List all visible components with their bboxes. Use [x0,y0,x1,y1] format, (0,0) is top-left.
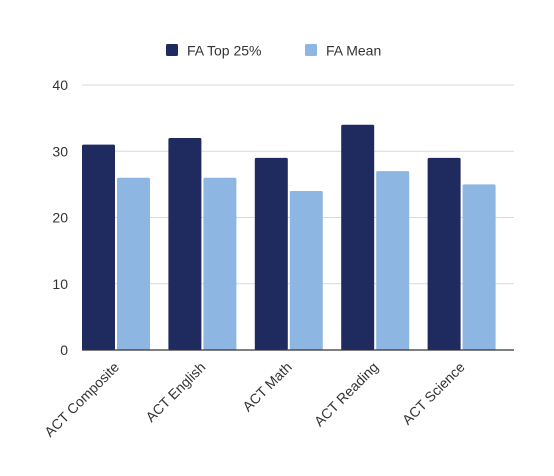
y-tick-label: 10 [52,276,68,292]
legend-label: FA Top 25% [187,43,261,59]
bar-top25 [427,157,461,350]
x-axis: ACT Composite ACT English ACT Math ACT Read… [41,359,468,440]
legend-label: FA Mean [326,43,381,59]
legend-swatch [166,44,178,56]
bar-mean [289,191,323,350]
x-tick-label: ACT Composite [41,359,122,440]
bar-mean [376,171,410,350]
x-tick-label: ACT Science [399,359,468,428]
bar-mean [117,177,150,350]
y-tick-label: 20 [52,210,68,226]
bar-top25 [341,124,375,350]
y-tick-label: 40 [52,77,68,93]
bars [82,124,496,350]
bar-top25 [254,157,288,350]
y-tick-label: 30 [52,143,68,159]
bar-mean [203,177,237,350]
bar-mean [462,184,496,350]
x-tick-label: ACT English [142,359,208,425]
legend: FA Top 25% FA Mean [166,43,381,59]
y-axis: 0 10 20 30 40 [52,77,68,358]
legend-swatch [305,44,317,56]
x-tick-label: ACT Reading [311,359,382,430]
x-tick-label: ACT Math [239,359,295,415]
y-tick-label: 0 [60,342,68,358]
bar-top25 [82,144,115,350]
bar-top25 [168,138,202,350]
